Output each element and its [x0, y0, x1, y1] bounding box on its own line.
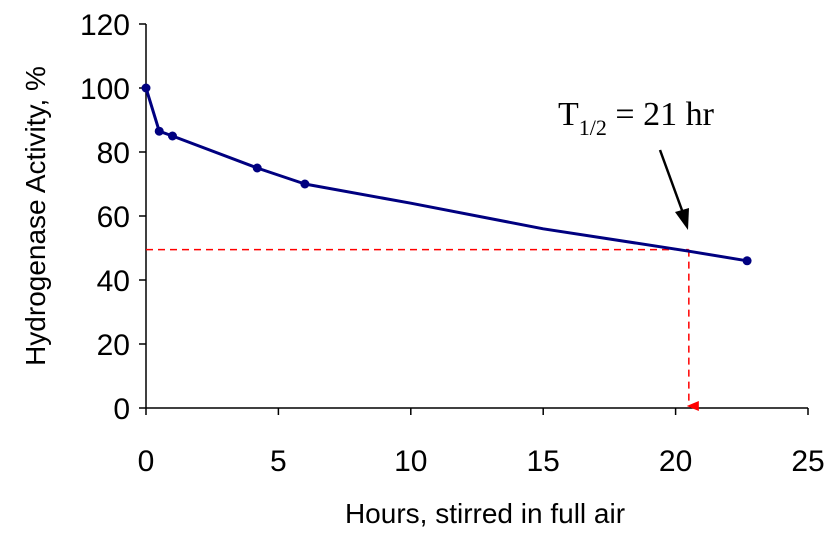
x-ticks: 0 5 10 15 20 25 [138, 408, 825, 478]
y-tick-label: 120 [80, 9, 130, 42]
x-tick-label: 10 [394, 445, 427, 478]
data-point [141, 83, 151, 93]
x-tick-label: 0 [138, 445, 155, 478]
y-tick-label: 80 [97, 137, 130, 170]
x-axis-title: Hours, stirred in full air [345, 498, 625, 529]
half-life-label-rest: = 21 hr [607, 96, 715, 133]
annotation-arrow-head [675, 208, 689, 230]
data-point [300, 179, 310, 189]
y-ticks: 0 20 40 60 80 100 120 [80, 9, 146, 426]
x-tick-label: 15 [527, 445, 560, 478]
data-point [167, 131, 177, 141]
y-tick-label: 40 [97, 265, 130, 298]
y-tick-label: 20 [97, 329, 130, 362]
data-point [742, 256, 752, 266]
y-tick-label: 100 [80, 73, 130, 106]
y-axis-title: Hydrogenase Activity, % [20, 66, 51, 366]
annotation-arrow-shaft [658, 149, 685, 214]
x-tick-label: 20 [659, 445, 692, 478]
y-tick-label: 60 [97, 201, 130, 234]
series-layer [141, 83, 752, 266]
y-tick-label: 0 [113, 393, 130, 426]
data-point [154, 126, 164, 136]
axes: 0 5 10 15 20 25 0 20 40 60 80 100 120 [80, 9, 825, 478]
half-life-marker [146, 248, 699, 411]
half-life-label-main: T [558, 96, 579, 133]
x-tick-label: 25 [791, 445, 824, 478]
half-life-annotation: T1/2 = 21 hr [558, 96, 715, 230]
half-life-label-subscript: 1/2 [579, 115, 607, 140]
data-point [252, 163, 262, 173]
x-tick-label: 5 [270, 445, 287, 478]
half-life-label: T1/2 = 21 hr [558, 96, 715, 140]
